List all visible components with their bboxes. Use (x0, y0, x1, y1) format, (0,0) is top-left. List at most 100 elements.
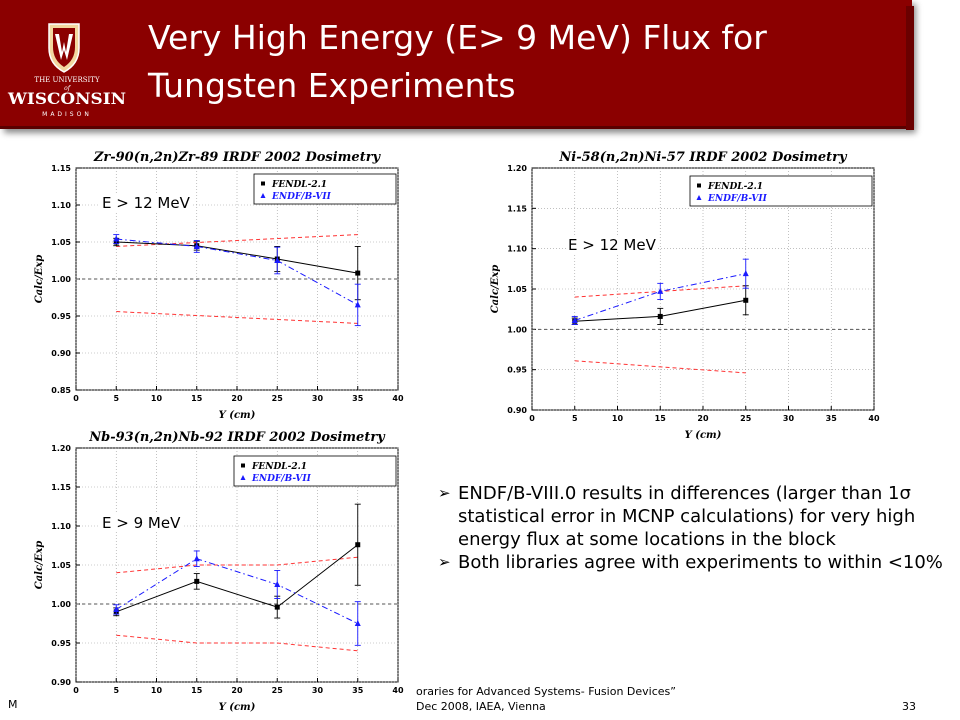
data-point-triangle (193, 242, 200, 249)
energy-label-ni: E > 12 MeV (566, 236, 658, 254)
x-tick-label: 25 (740, 414, 752, 423)
x-tick-label: 5 (113, 394, 119, 403)
x-tick-label: 0 (73, 394, 79, 403)
y-tick-label: 1.20 (507, 164, 527, 173)
finding-item: ➢ ENDF/B-VIII.0 results in differences (l… (438, 482, 958, 551)
x-tick-label: 30 (783, 414, 795, 423)
y-tick-label: 1.05 (507, 285, 527, 294)
x-tick-label: 5 (572, 414, 578, 423)
data-point-triangle (657, 287, 664, 294)
data-point-triangle (113, 235, 120, 242)
footer-left-text: M (8, 698, 18, 711)
data-point-triangle (274, 581, 281, 587)
data-point-square (657, 313, 663, 319)
legend-label: FENDL-2.1 (707, 182, 763, 192)
x-tick-label: 25 (272, 686, 284, 695)
y-tick-label: 0.85 (51, 386, 71, 395)
y-tick-label: 1.10 (51, 201, 71, 210)
data-point-triangle (742, 270, 749, 277)
data-point-triangle (571, 316, 578, 323)
legend-marker-triangle (240, 475, 246, 480)
legend-marker-square (697, 183, 701, 188)
y-tick-label: 0.95 (507, 366, 527, 375)
legend-marker-square (261, 181, 265, 186)
y-axis-label: Calc/Exp (34, 255, 45, 304)
series-line (116, 544, 359, 613)
finding-text: Both libraries agree with experiments to… (458, 552, 943, 573)
legend-label: ENDF/B-VII (707, 194, 768, 204)
x-tick-label: 5 (113, 686, 119, 695)
x-tick-label: 10 (151, 686, 163, 695)
legend-marker-triangle (696, 195, 702, 200)
data-point-square (355, 542, 361, 548)
finding-text: ENDF/B-VIII.0 results in differences (la… (458, 483, 916, 550)
y-tick-label: 1.15 (51, 164, 71, 173)
findings-list: ➢ ENDF/B-VIII.0 results in differences (l… (438, 482, 958, 574)
y-tick-label: 1.20 (51, 444, 71, 453)
x-tick-label: 35 (352, 686, 364, 695)
series-line (115, 558, 358, 624)
x-tick-label: 25 (272, 394, 284, 403)
x-tick-label: 15 (191, 686, 203, 695)
data-point-triangle (354, 620, 361, 626)
chart-svg: Nb-93(n,2n)Nb-92 IRDF 2002 Dosimetry 0 5 10… (34, 430, 404, 713)
svg-text:WISCONSIN: WISCONSIN (7, 89, 126, 108)
y-tick-label: 0.90 (51, 678, 71, 687)
university-logo: THE UNIVERSITY of WISCONSIN MADISON (7, 23, 126, 118)
band-lower-line (116, 311, 358, 324)
y-tick-label: 1.05 (51, 238, 71, 247)
crest-w-letter (55, 34, 73, 60)
x-tick-label: 35 (352, 394, 364, 403)
series-line (116, 241, 358, 274)
y-tick-label: 1.00 (507, 325, 527, 334)
band-lower-line (116, 634, 358, 652)
chart-title: Ni-58(n,2n)Ni-57 IRDF 2002 Dosimetry (558, 150, 848, 165)
chart-title: Nb-93(n,2n)Nb-92 IRDF 2002 Dosimetry (88, 430, 386, 445)
bullet-arrow-icon: ➢ (438, 553, 451, 571)
band-lower-line (574, 360, 746, 374)
x-tick-label: 30 (312, 394, 324, 403)
chart-ni-dosimetry: Ni-58(n,2n)Ni-57 IRDF 2002 Dosimetry 0 5 10… (484, 146, 888, 446)
data-point-square (743, 297, 749, 303)
energy-label-nb: E > 9 MeV (100, 514, 183, 532)
y-tick-label: 1.15 (51, 483, 71, 492)
chart-title: Zr-90(n,2n)Zr-89 IRDF 2002 Dosimetry (93, 150, 382, 165)
x-tick-label: 10 (151, 394, 163, 403)
energy-label-zr: E > 12 MeV (100, 194, 192, 212)
svg-text:MADISON: MADISON (42, 111, 92, 118)
x-tick-label: 0 (73, 686, 79, 695)
page-number: 33 (902, 700, 916, 713)
chart-zr-dosimetry: Zr-90(n,2n)Zr-89 IRDF 2002 Dosimetry 0 5 10… (28, 146, 412, 426)
x-tick-label: 40 (392, 394, 404, 403)
band-upper-line (116, 234, 358, 247)
x-tick-label: 20 (231, 686, 243, 695)
data-point-square (194, 578, 200, 584)
x-tick-label: 40 (392, 686, 404, 695)
x-axis-label: Y (cm) (219, 410, 256, 421)
legend-marker-square (241, 463, 245, 468)
legend-label: FENDL-2.1 (251, 462, 307, 472)
svg-text:THE UNIVERSITY: THE UNIVERSITY (34, 76, 100, 84)
legend-marker-triangle (260, 193, 266, 198)
y-tick-label: 0.95 (51, 312, 71, 321)
y-axis-label: Calc/Exp (490, 265, 501, 314)
x-tick-label: 20 (697, 414, 709, 423)
data-point-triangle (354, 301, 361, 308)
x-tick-label: 40 (868, 414, 880, 423)
banner-shadow-edge (906, 6, 914, 130)
slide-title: Very High Energy (E> 9 MeV) Flux for Tun… (148, 18, 767, 105)
x-tick-label: 0 (529, 414, 535, 423)
x-tick-label: 15 (191, 394, 203, 403)
data-point-triangle (193, 555, 200, 562)
data-point-triangle (113, 605, 120, 612)
chart-svg: Ni-58(n,2n)Ni-57 IRDF 2002 Dosimetry 0 5 10… (490, 150, 880, 441)
y-tick-label: 1.00 (51, 600, 71, 609)
y-tick-label: 1.05 (51, 561, 71, 570)
y-axis-label: Calc/Exp (34, 541, 45, 590)
x-tick-label: 10 (612, 414, 624, 423)
x-tick-label: 15 (655, 414, 667, 423)
y-tick-label: 1.10 (51, 522, 71, 531)
legend-label: ENDF/B-VII (271, 192, 332, 202)
data-point-square (274, 604, 280, 610)
y-tick-label: 0.90 (507, 406, 527, 415)
